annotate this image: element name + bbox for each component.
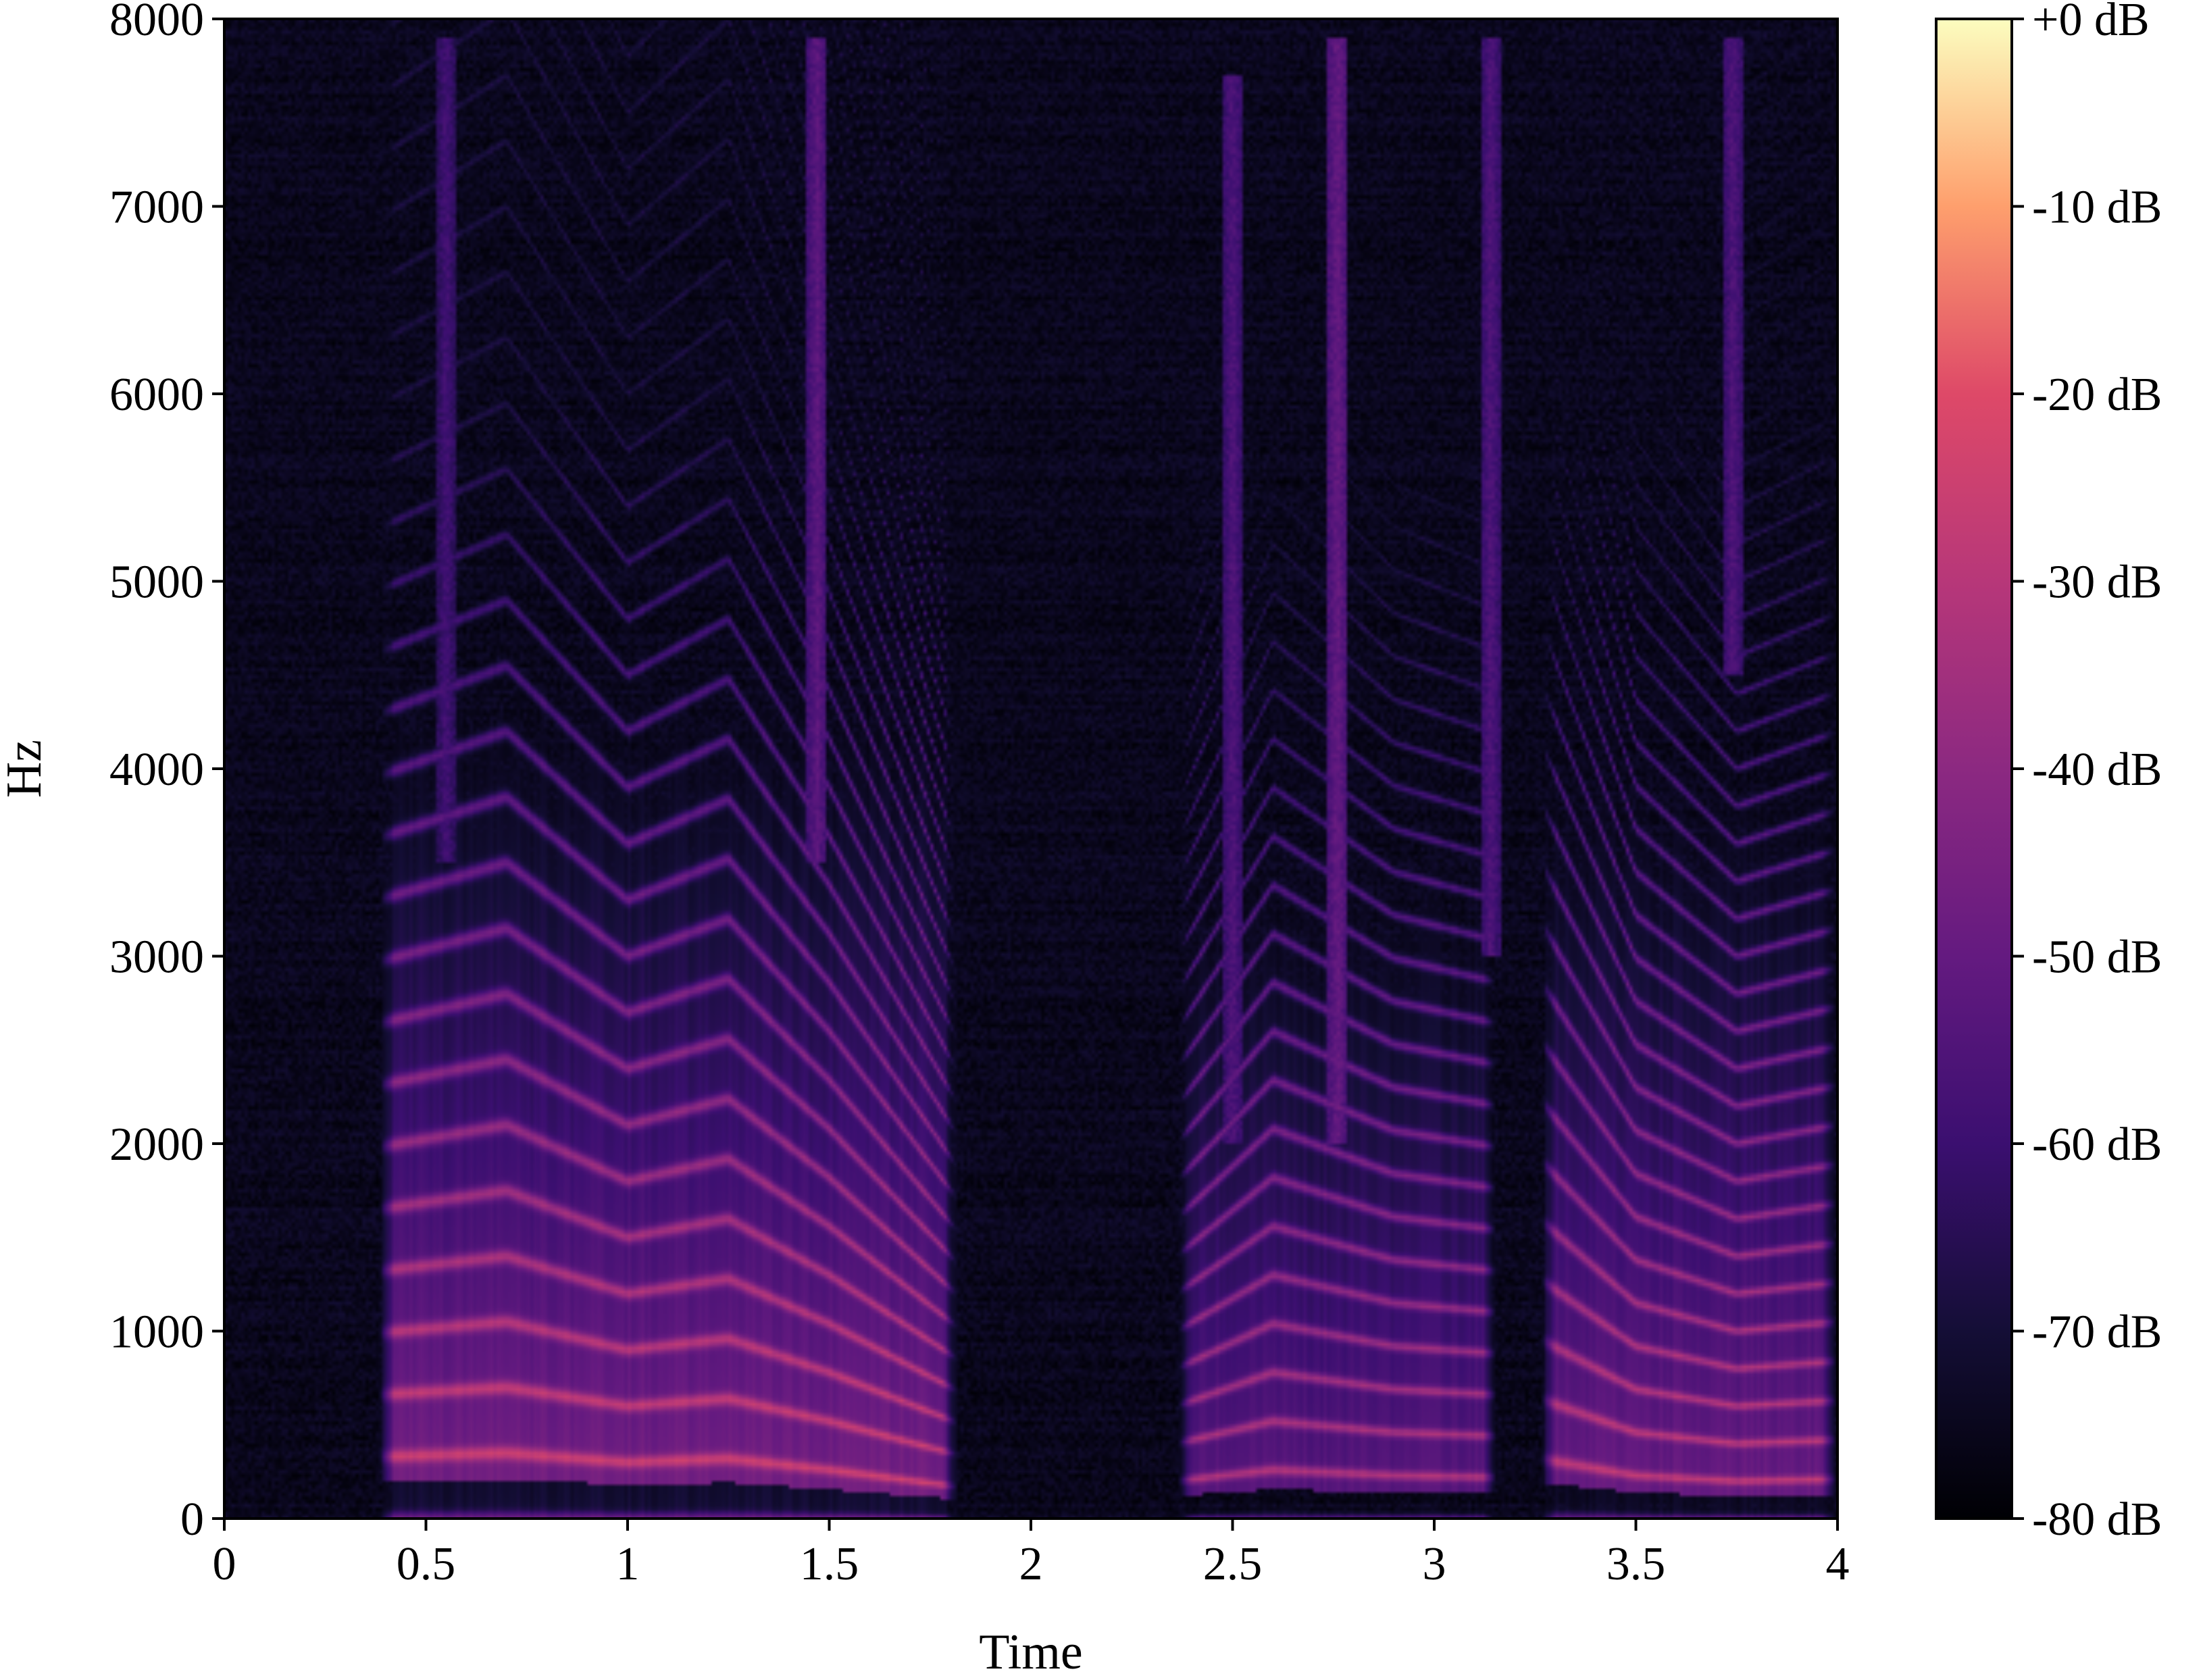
y-tick-label: 6000 — [109, 369, 204, 421]
y-tick-label: 5000 — [109, 557, 204, 609]
y-tick-label: 7000 — [109, 182, 204, 234]
y-axis-title: Hz — [0, 740, 52, 798]
x-tick-label: 3.5 — [1606, 1538, 1666, 1590]
x-tick-label: 1.5 — [800, 1538, 859, 1590]
colorbar-tick-label: -80 dB — [2032, 1494, 2162, 1546]
y-tick-label: 8000 — [109, 0, 204, 46]
colorbar-tick-label: -70 dB — [2032, 1306, 2162, 1358]
x-axis: 0 0.5 1 1.5 2 2.5 3 3.5 4 — [213, 1519, 1850, 1590]
colorbar-tick-label: -10 dB — [2032, 182, 2162, 234]
x-tick-label: 1 — [616, 1538, 640, 1590]
colorbar: +0 dB -10 dB -20 dB -30 dB -40 dB -50 dB -60 d… — [1935, 0, 2162, 1546]
x-tick-label: 2 — [1019, 1538, 1043, 1590]
x-tick-label: 0 — [213, 1538, 236, 1590]
y-tick-label: 2000 — [109, 1119, 204, 1171]
colorbar-gradient — [1936, 19, 2012, 1519]
spectrogram-image — [224, 19, 1838, 1519]
colorbar-tick-label: -40 dB — [2032, 744, 2162, 796]
colorbar-tick-label: -50 dB — [2032, 932, 2162, 984]
x-tick-label: 0.5 — [397, 1538, 456, 1590]
plot-area — [223, 18, 1839, 1520]
colorbar-tick-label: -30 dB — [2032, 557, 2162, 609]
x-axis-title: Time — [979, 1625, 1083, 1680]
x-tick-label: 4 — [1826, 1538, 1850, 1590]
colorbar-tick-label: -20 dB — [2032, 369, 2162, 421]
y-tick-label: 4000 — [109, 744, 204, 796]
colorbar-tick-label: -60 dB — [2032, 1119, 2162, 1171]
y-axis: 0 1000 2000 3000 4000 5000 6000 7000 8000 — [109, 0, 224, 1546]
y-tick-label: 0 — [180, 1494, 204, 1546]
x-tick-label: 2.5 — [1203, 1538, 1263, 1590]
colorbar-tick-label: +0 dB — [2032, 0, 2150, 46]
y-tick-label: 1000 — [109, 1306, 204, 1358]
x-tick-label: 3 — [1423, 1538, 1446, 1590]
y-tick-label: 3000 — [109, 932, 204, 984]
